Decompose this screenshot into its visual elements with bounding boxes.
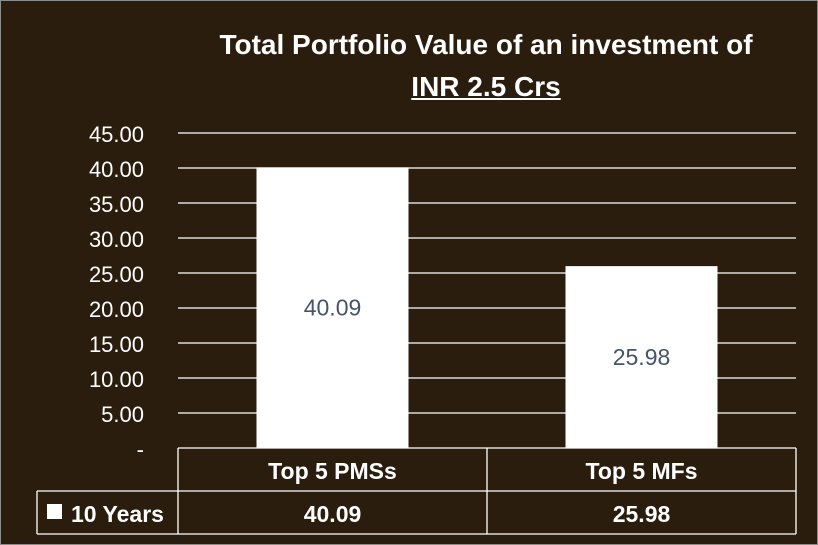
table-value: 40.09 bbox=[304, 501, 362, 527]
y-tick-label: 30.00 bbox=[89, 227, 144, 252]
y-tick-label: 35.00 bbox=[89, 192, 144, 217]
chart-title-line-1: Total Portfolio Value of an investment o… bbox=[219, 29, 753, 60]
y-tick-label: 5.00 bbox=[101, 402, 144, 427]
bar bbox=[256, 167, 409, 448]
y-tick-label: 45.00 bbox=[89, 122, 144, 147]
y-tick-label: 20.00 bbox=[89, 297, 144, 322]
x-category-label: Top 5 MFs bbox=[585, 458, 697, 484]
table-value: 25.98 bbox=[613, 501, 671, 527]
legend-series-name: 10 Years bbox=[71, 501, 164, 527]
y-tick-label: 25.00 bbox=[89, 262, 144, 287]
y-tick-label: - bbox=[137, 437, 144, 462]
y-tick-label: 10.00 bbox=[89, 367, 144, 392]
bar-data-label: 40.09 bbox=[304, 295, 362, 321]
legend-key bbox=[47, 504, 62, 519]
y-tick-label: 15.00 bbox=[89, 332, 144, 357]
bar bbox=[565, 266, 718, 448]
x-category-label: Top 5 PMSs bbox=[268, 458, 397, 484]
chart-title-line-2: INR 2.5 Crs bbox=[411, 71, 561, 102]
bar-data-label: 25.98 bbox=[613, 344, 671, 370]
y-tick-label: 40.00 bbox=[89, 157, 144, 182]
